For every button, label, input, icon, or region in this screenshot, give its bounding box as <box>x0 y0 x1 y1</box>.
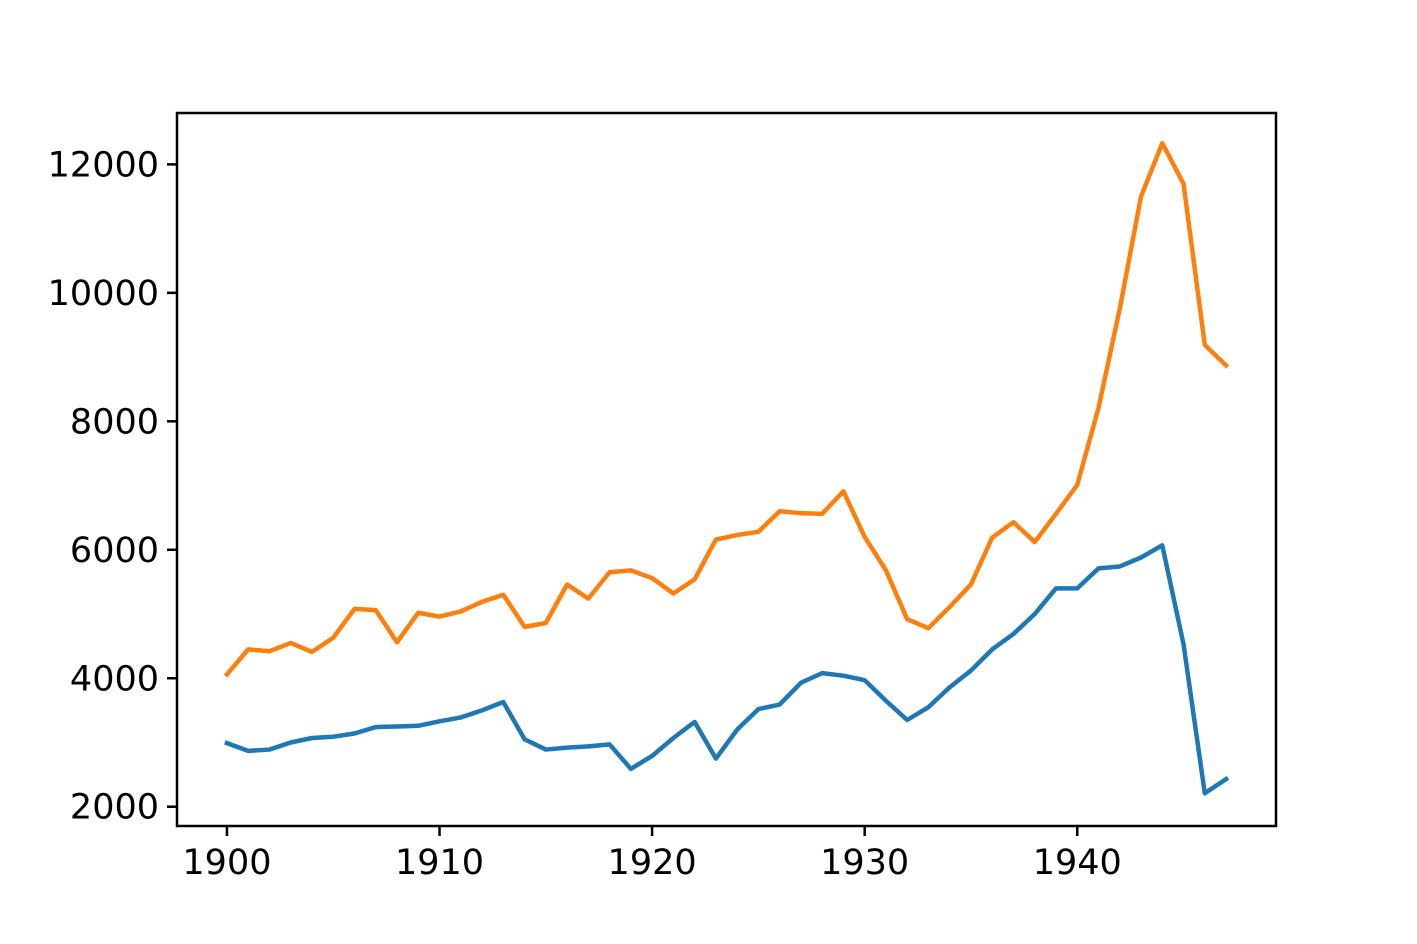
series-line-1 <box>224 543 1230 796</box>
x-tick-label: 1900 <box>182 843 271 883</box>
y-tick-label: 2000 <box>70 788 159 828</box>
x-axis: 1900 1910 1920 1930 1940 <box>182 826 1122 883</box>
series-layer <box>223 140 1230 796</box>
x-tick-label: 1910 <box>395 843 484 883</box>
series-line-2 <box>223 140 1230 678</box>
y-tick-label: 4000 <box>70 659 159 699</box>
y-tick-label: 6000 <box>70 531 159 571</box>
plot-frame <box>175 111 1278 828</box>
y-axis: 2000 4000 6000 8000 10000 12000 <box>48 145 177 828</box>
y-tick-label: 12000 <box>48 145 159 185</box>
x-tick-label: 1930 <box>820 843 909 883</box>
y-tick-label: 10000 <box>48 274 159 314</box>
x-tick-label: 1920 <box>608 843 697 883</box>
y-tick-label: 8000 <box>70 402 159 442</box>
x-tick-label: 1940 <box>1033 843 1122 883</box>
